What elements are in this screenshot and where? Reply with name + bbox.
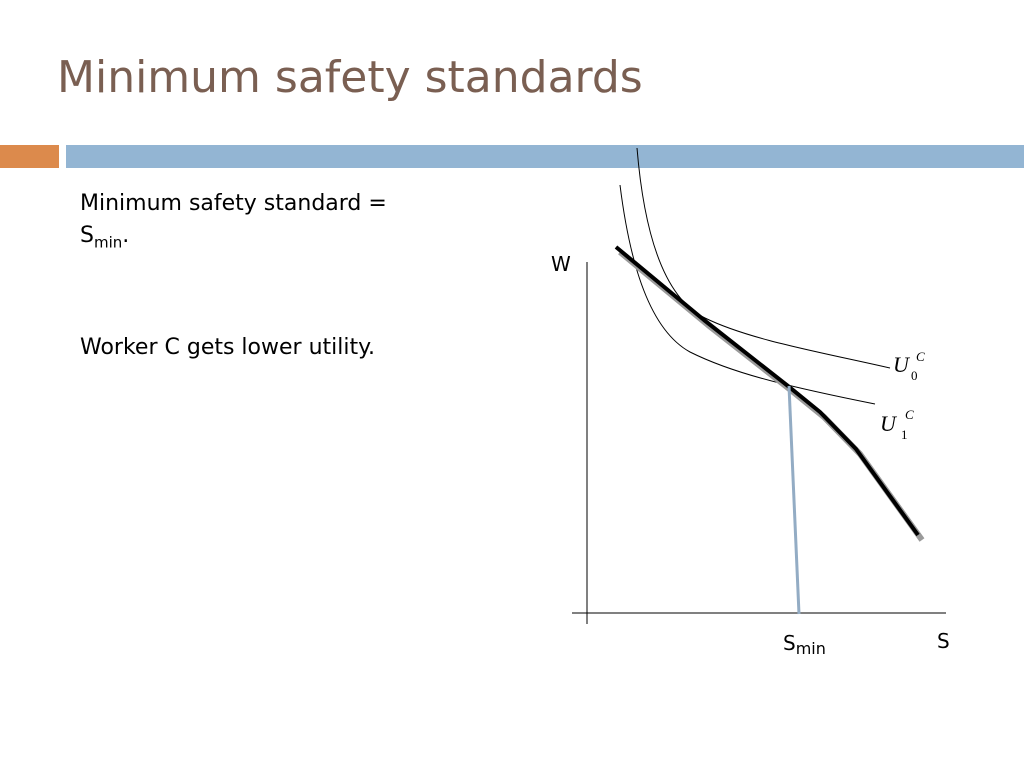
wage-locus-shadow: [618, 249, 925, 542]
bullet-text-main: Minimum safety standard =: [80, 191, 387, 216]
u1-label-sub: 1: [901, 427, 908, 442]
accent-bar: [0, 145, 59, 168]
u0-label-sub: 0: [911, 368, 918, 383]
smin-line: [787, 385, 801, 615]
u0-label: U: [893, 352, 911, 377]
bullet-text-min-standard: Minimum safety standard = Smin.: [80, 188, 480, 258]
smin-label: Smin: [783, 631, 826, 658]
smin-label-s: S: [783, 631, 796, 655]
bullet-text-sub: min: [93, 233, 123, 252]
smin-label-sub: min: [796, 639, 826, 658]
u1-label: U: [880, 411, 898, 436]
bullet-text-s: S: [80, 223, 94, 248]
slide-title: Minimum safety standards: [57, 52, 643, 103]
indifference-curve-u1: [619, 184, 876, 405]
bullet-text-lower-utility: Worker C gets lower utility.: [80, 335, 375, 360]
x-axis-label: S: [937, 629, 950, 653]
bullet-text-period: .: [122, 223, 130, 248]
u0-label-sup: C: [916, 349, 925, 364]
y-axis-label: W: [551, 252, 571, 276]
wage-locus-curve: [614, 245, 920, 537]
indifference-curve-u0: [636, 147, 891, 369]
header-bar: [66, 145, 1024, 168]
u1-label-sup: C: [905, 407, 914, 422]
